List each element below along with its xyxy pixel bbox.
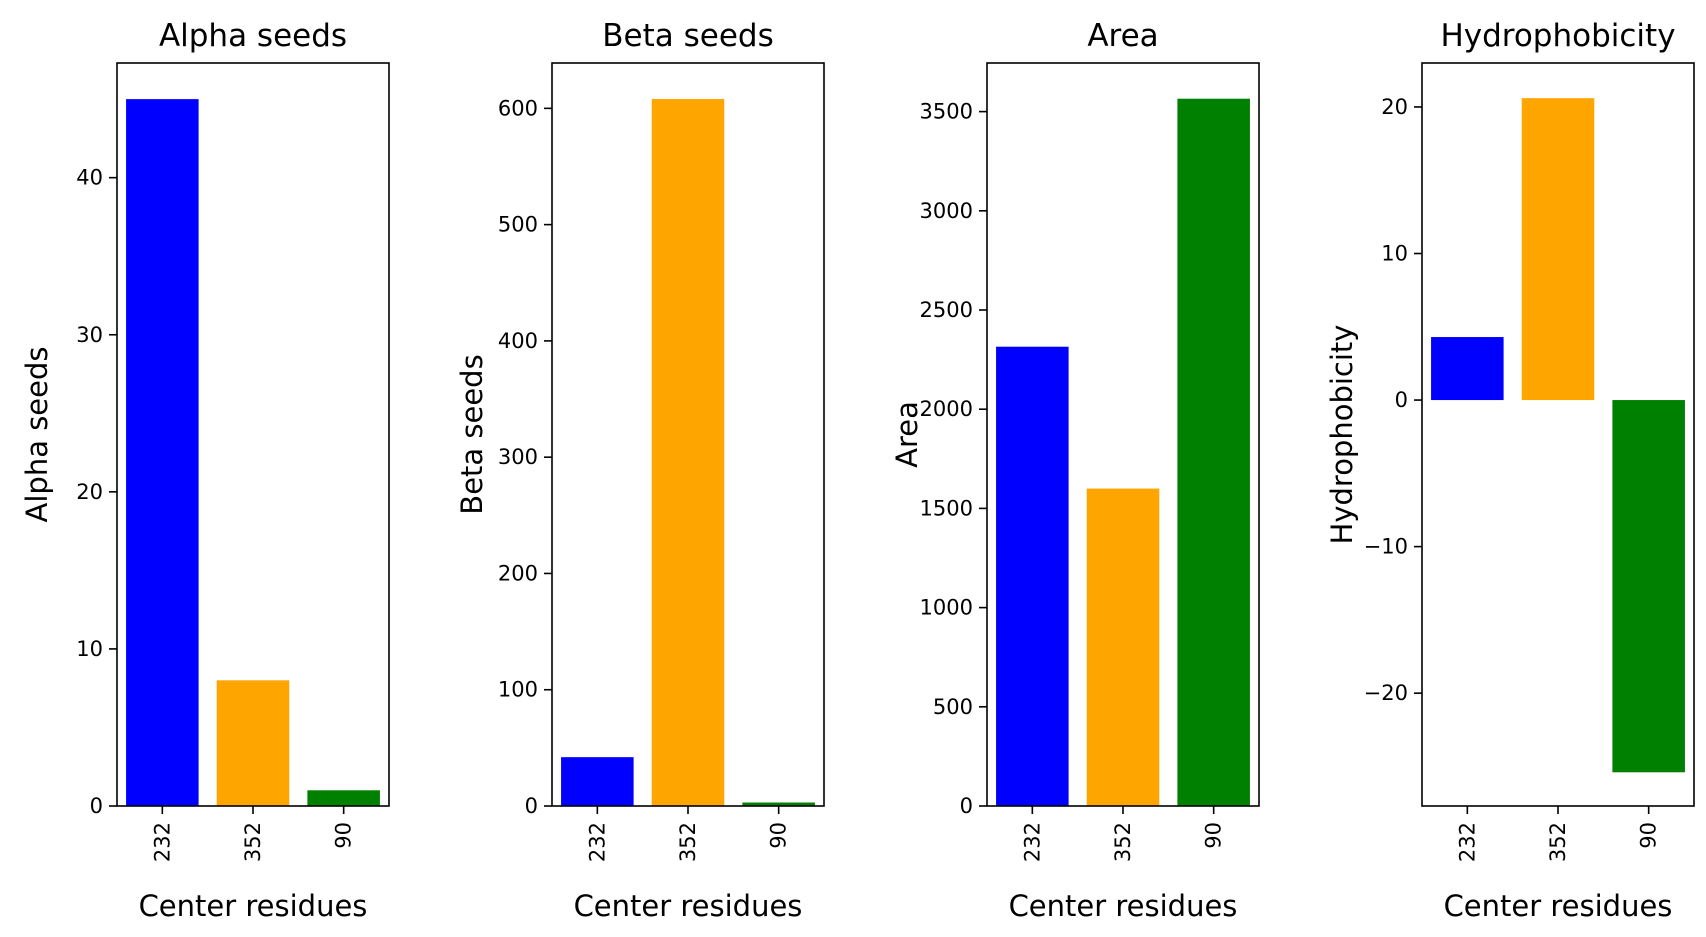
y-axis-label: Beta seeds xyxy=(455,354,489,514)
x-tick-label: 232 xyxy=(1455,822,1479,862)
x-tick-label: 232 xyxy=(150,822,174,862)
x-axis-label: Center residues xyxy=(1444,889,1673,923)
y-tick-label: 10 xyxy=(76,637,103,661)
y-axis-label: Area xyxy=(890,401,924,468)
y-tick-label: 1000 xyxy=(920,596,973,620)
y-tick-label: 1500 xyxy=(920,496,973,520)
y-tick-label: 0 xyxy=(1395,388,1408,412)
bar-352 xyxy=(1521,98,1595,401)
y-tick-label: 3000 xyxy=(920,199,973,223)
y-tick-label: −10 xyxy=(1364,535,1408,559)
y-tick-label: 10 xyxy=(1381,242,1408,266)
y-tick-label: 100 xyxy=(498,678,538,702)
y-tick-label: 30 xyxy=(76,323,103,347)
y-tick-label: 20 xyxy=(76,480,103,504)
x-axis-label: Center residues xyxy=(1009,889,1238,923)
chart-title: Area xyxy=(1087,18,1158,54)
y-tick-label: 300 xyxy=(498,445,538,469)
y-axis-label: Hydrophobicity xyxy=(1325,325,1359,545)
y-axis-label: Alpha seeds xyxy=(20,347,54,523)
y-tick-label: 2000 xyxy=(920,397,973,421)
x-tick-label: 232 xyxy=(585,822,609,862)
bar-90 xyxy=(742,802,815,806)
bar-232 xyxy=(561,757,634,806)
bar-232 xyxy=(1431,337,1504,401)
x-axis-label: Center residues xyxy=(139,889,368,923)
y-tick-label: 500 xyxy=(933,695,973,719)
bar-352 xyxy=(1086,488,1160,806)
bar-90 xyxy=(1177,98,1250,807)
y-tick-label: 2500 xyxy=(920,298,973,322)
x-axis-label: Center residues xyxy=(574,889,803,923)
x-tick-label: 232 xyxy=(1020,822,1044,862)
y-tick-label: 20 xyxy=(1381,95,1408,119)
y-tick-label: 0 xyxy=(90,794,103,818)
y-tick-label: 40 xyxy=(76,166,103,190)
chart-title: Hydrophobicity xyxy=(1440,18,1675,54)
x-tick-label: 90 xyxy=(1637,822,1661,849)
y-tick-label: 600 xyxy=(498,96,538,120)
y-tick-label: 500 xyxy=(498,213,538,237)
bar-90 xyxy=(307,790,380,806)
x-tick-label: 352 xyxy=(1111,822,1135,862)
x-tick-label: 90 xyxy=(332,822,356,849)
x-tick-label: 352 xyxy=(1546,822,1570,862)
y-tick-label: −20 xyxy=(1364,681,1408,705)
x-tick-label: 352 xyxy=(241,822,265,862)
bar-232 xyxy=(996,346,1069,806)
bar-90 xyxy=(1612,400,1685,773)
y-tick-label: 200 xyxy=(498,561,538,585)
bar-352 xyxy=(651,99,725,806)
x-tick-label: 352 xyxy=(676,822,700,862)
y-tick-label: 0 xyxy=(525,794,538,818)
chart-title: Beta seeds xyxy=(602,18,773,54)
y-tick-label: 3500 xyxy=(920,100,973,124)
y-tick-label: 400 xyxy=(498,329,538,353)
chart-title: Alpha seeds xyxy=(159,18,347,54)
y-tick-label: 0 xyxy=(960,794,973,818)
x-tick-label: 90 xyxy=(1202,822,1226,849)
x-tick-label: 90 xyxy=(767,822,791,849)
bar-232 xyxy=(126,99,199,806)
bar-352 xyxy=(216,680,290,806)
